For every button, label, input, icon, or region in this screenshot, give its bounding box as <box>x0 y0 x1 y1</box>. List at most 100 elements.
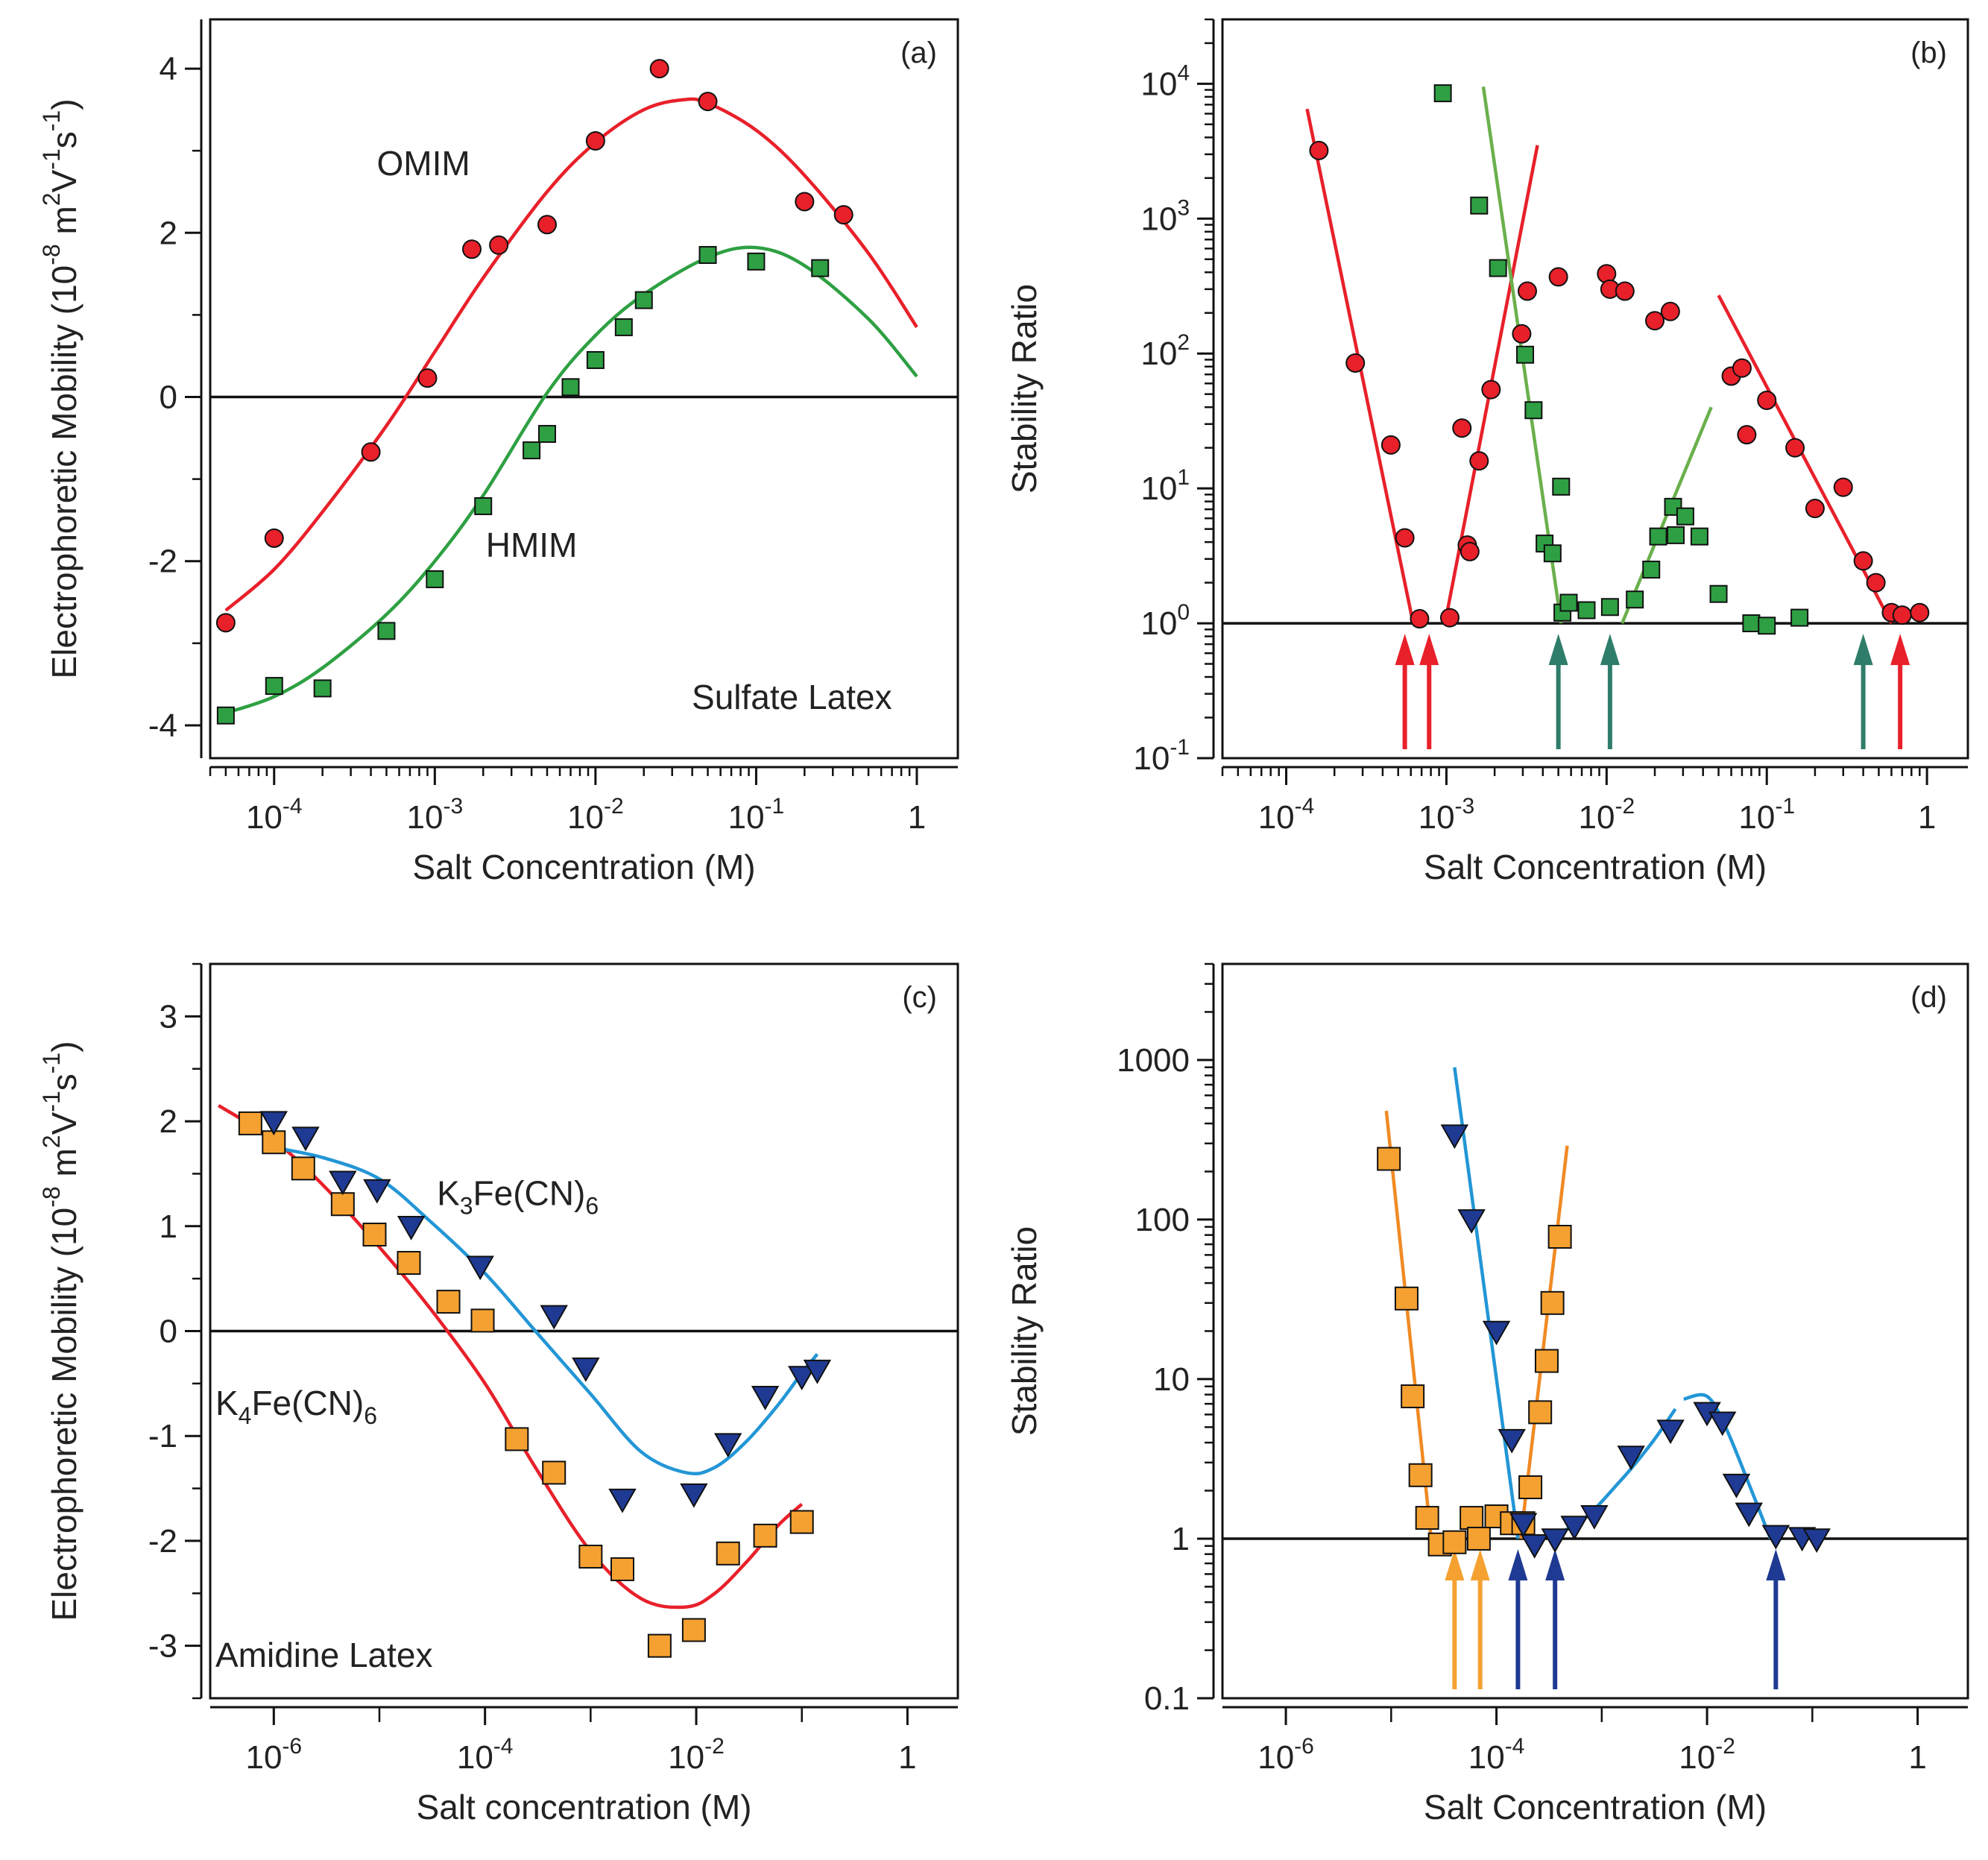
data-point <box>1560 1516 1588 1541</box>
data-point <box>1309 140 1329 160</box>
data-point <box>1528 1400 1553 1425</box>
tick-label: 1 <box>160 1208 177 1245</box>
data-point <box>1481 379 1501 400</box>
plot-frame <box>1221 962 1969 1700</box>
tick-label: 10-4​ <box>246 794 303 836</box>
data-point <box>1676 507 1694 526</box>
tick-label: 10-6​ <box>1258 1734 1314 1776</box>
fit-curves <box>218 1104 819 1610</box>
data-point <box>291 1156 315 1181</box>
arrow-head <box>1766 1548 1786 1580</box>
tick-label: 10-2​ <box>567 794 624 836</box>
data-point <box>238 1111 262 1135</box>
data-point <box>1660 301 1680 321</box>
data-point <box>361 442 381 462</box>
x-axis-title: Salt Concentration (M) <box>412 848 755 886</box>
series-k4fe-cn-6 <box>1377 1147 1572 1557</box>
tick-label: 104​ <box>1140 60 1190 102</box>
tick-label: 10-4​ <box>457 1734 514 1776</box>
series-k4fe-cn-6 <box>238 1111 814 1658</box>
tick-label: 1 <box>908 799 926 836</box>
data-point <box>608 1488 637 1513</box>
data-point <box>610 1557 635 1581</box>
tick-label: -4 <box>148 707 177 744</box>
tick-label: 4 <box>160 51 177 87</box>
series-k3fe-cn-6 <box>1440 1124 1831 1559</box>
data-point <box>1548 267 1568 287</box>
data-point <box>426 570 444 588</box>
x-axis-title: Salt concentration (M) <box>417 1788 752 1826</box>
data-point <box>614 318 633 336</box>
data-point <box>1469 451 1489 471</box>
tick-label: 102​ <box>1140 330 1190 372</box>
data-point <box>1802 1528 1831 1553</box>
arrow-head <box>1600 634 1620 666</box>
data-point <box>1580 1504 1609 1530</box>
data-point <box>716 1541 740 1566</box>
data-point <box>1708 1411 1737 1437</box>
data-point <box>681 1618 706 1642</box>
tick-label: 10-3​ <box>1419 794 1475 836</box>
data-point <box>1457 1209 1486 1234</box>
data-point <box>436 1290 461 1314</box>
data-point <box>1516 345 1535 364</box>
data-point <box>523 441 541 460</box>
tick-label: 10-4​ <box>1258 794 1315 836</box>
tick-label: 0.1 <box>1144 1680 1190 1717</box>
data-point <box>572 1358 600 1382</box>
data-point <box>811 259 830 277</box>
panel-c: 10-6​ 10-4​ 10-2​ 1 Salt concentration (M) -3… <box>38 962 959 1826</box>
data-point <box>1498 1428 1526 1454</box>
data-point <box>1722 1473 1751 1498</box>
data-point <box>417 368 438 388</box>
y-axis-title: Stability Ratio <box>1005 1226 1044 1436</box>
tick-label: -2 <box>148 1523 177 1560</box>
arrow-head <box>1548 634 1568 666</box>
panel-label: (b) <box>1910 37 1947 69</box>
tick-label: 10-3​ <box>407 794 464 836</box>
data-point <box>1524 401 1543 420</box>
tick-label: 1 <box>1172 1521 1190 1557</box>
data-point <box>1805 499 1825 519</box>
data-point <box>1617 1446 1645 1471</box>
tick-label: 10-4​ <box>1468 1734 1525 1776</box>
data-point <box>1833 477 1853 497</box>
data-point <box>216 706 235 725</box>
data-point <box>647 1633 672 1658</box>
data-point <box>489 235 509 255</box>
data-point <box>1442 1530 1467 1554</box>
data-point <box>362 1223 387 1247</box>
data-point <box>1415 1506 1439 1530</box>
data-point <box>542 1460 567 1485</box>
tick-label: 0 <box>160 1314 177 1350</box>
tick-label: 10-2​ <box>668 1734 725 1776</box>
series-k3fe-cn-6 <box>259 1111 832 1513</box>
tick-label: 10-6​ <box>245 1734 302 1776</box>
y-axis-title: Stability Ratio <box>1005 284 1044 494</box>
data-point <box>833 205 853 225</box>
tick-label: -1 <box>148 1418 177 1454</box>
data-point <box>1667 526 1685 544</box>
panel-label: (c) <box>902 981 937 1014</box>
data-point <box>264 528 284 548</box>
tick-label: 1000 <box>1117 1042 1190 1079</box>
data-point <box>466 1255 494 1281</box>
fit-curves <box>224 97 918 715</box>
annotation: HMIM <box>486 526 578 564</box>
data-point <box>1410 609 1430 629</box>
data-point <box>1866 573 1886 593</box>
data-point <box>1489 259 1507 277</box>
series-hmim <box>216 246 830 725</box>
data-point <box>1709 584 1728 603</box>
data-point <box>1649 527 1667 546</box>
data-point <box>1577 601 1596 620</box>
fit-line <box>224 97 918 612</box>
data-point <box>540 1305 568 1330</box>
plot-frame <box>1221 18 1969 760</box>
data-point <box>313 679 332 698</box>
series-omim <box>215 59 853 633</box>
data-point <box>259 1111 288 1136</box>
arrow-head <box>1395 634 1415 666</box>
annotation: K3Fe(CN)6 <box>437 1174 599 1220</box>
panel-a: 10-4​ 10-3​ 10-2​ 10-1​ 1 Salt Concentration … <box>38 18 959 886</box>
